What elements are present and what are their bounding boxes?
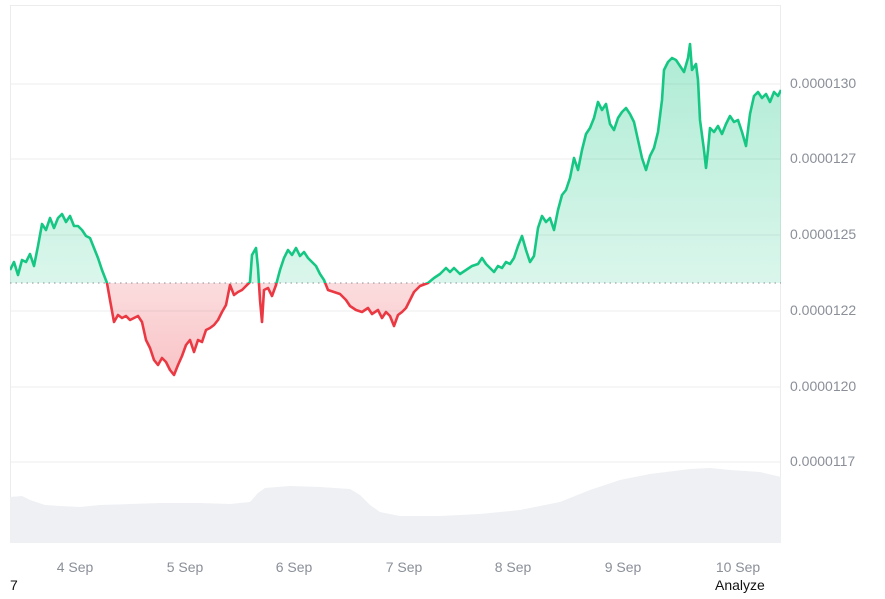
y-tick-label: 0.0000122	[790, 302, 857, 318]
x-tick-label: 9 Sep	[604, 559, 642, 575]
x-tick-label: 10 Sep	[715, 559, 761, 575]
x-tick-label: 4 Sep	[56, 559, 94, 575]
y-tick-label: 0.0000125	[790, 226, 857, 242]
volume-area	[10, 468, 781, 543]
y-tick-label: 0.0000120	[790, 378, 857, 394]
x-tick-label: 5 Sep	[166, 559, 204, 575]
down-area	[10, 283, 781, 375]
footer-left-text: 7	[10, 577, 18, 593]
analyze-link[interactable]: Analyze	[715, 577, 765, 593]
x-tick-label: 7 Sep	[385, 559, 423, 575]
y-tick-label: 0.0000130	[790, 75, 857, 91]
x-tick-label: 6 Sep	[275, 559, 313, 575]
y-tick-label: 0.0000127	[790, 150, 857, 166]
up-area	[10, 44, 781, 283]
x-tick-label: 8 Sep	[494, 559, 532, 575]
y-tick-label: 0.0000117	[790, 453, 856, 469]
